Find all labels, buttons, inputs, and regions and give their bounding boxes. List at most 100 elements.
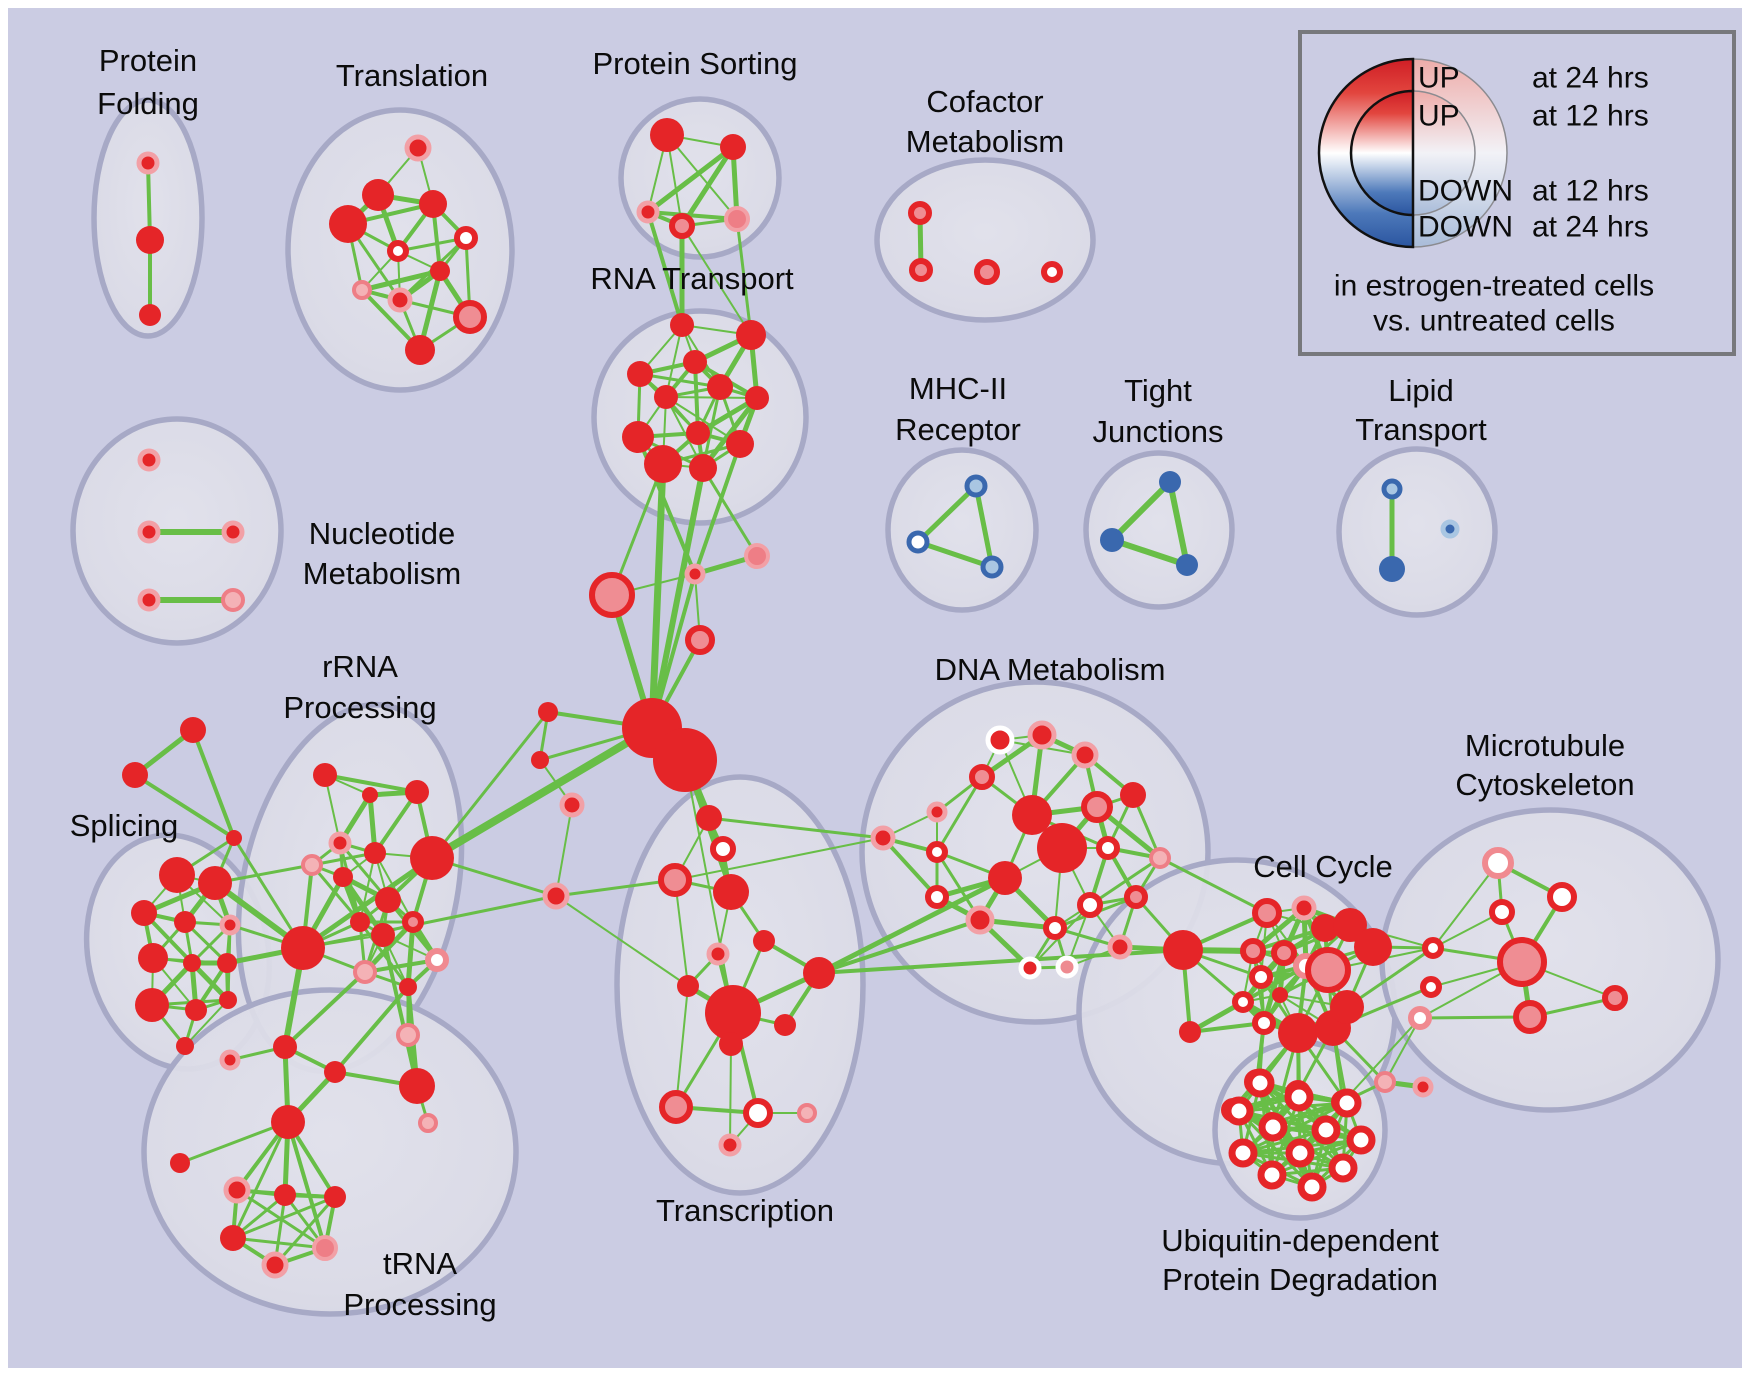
node-trna-processing (219, 1049, 241, 1071)
node-dna-metabolism (1107, 934, 1133, 960)
node-cell-cycle (1291, 895, 1317, 921)
cluster-label-tight-junctions: Tight Junctions (1093, 373, 1224, 449)
node-cell-cycle (1252, 1011, 1276, 1035)
edge-rrna-processing (363, 958, 439, 974)
node-hub (684, 563, 706, 585)
edge-link-trna-processing-rrna-processing (381, 933, 419, 1088)
legend-direction-label: DOWN (1418, 211, 1513, 244)
node-hub (559, 792, 585, 818)
edge-link-cell-cycle-microtubule-cytoskeleton (1345, 946, 1435, 1009)
node-nucleotide-metabolism (137, 588, 161, 612)
edge-link-trna-processing-rrna-processing (333, 985, 410, 1074)
node-dna-metabolism (988, 861, 1022, 895)
node-dna-metabolism (1124, 885, 1148, 909)
node-translation (405, 335, 435, 365)
cluster-label-dna-metabolism: DNA Metabolism (935, 652, 1166, 687)
edge-hub (555, 804, 573, 897)
edge-trna-processing (231, 1120, 290, 1240)
node-cell-cycle (1311, 914, 1339, 942)
node-dna-metabolism (1018, 956, 1042, 980)
cluster-ellipse-cofactor-metabolism (874, 157, 1096, 323)
edge-link-protein-sorting-rna-transport (735, 217, 753, 337)
cluster-ellipse-mhc-ii-receptor (885, 447, 1039, 613)
node-translation (454, 226, 478, 250)
node-cell-cycle (1252, 898, 1282, 928)
node-rna-transport (670, 313, 694, 337)
node-trna-processing (223, 1176, 251, 1204)
edge-link-rna-transport-hub (610, 462, 665, 597)
cluster-label-trna-processing: tRNA Processing (343, 1246, 496, 1322)
node-dna-metabolism (926, 841, 948, 863)
edge-link-protein-sorting-rna-transport (646, 210, 684, 327)
node-hub (589, 572, 635, 618)
node-protein-folding (136, 151, 160, 175)
edge-cell-cycle (1188, 1021, 1266, 1034)
node-cell-cycle (1305, 947, 1351, 993)
node-ubiquitin-degradation (1328, 1153, 1358, 1183)
node-dna-metabolism (1043, 916, 1067, 940)
node-dna-metabolism (925, 885, 949, 909)
node-transcription (710, 836, 736, 862)
node-microtubule-cytoskeleton (1422, 937, 1444, 959)
edge-protein-sorting (645, 144, 736, 215)
node-dna-metabolism (1096, 836, 1120, 860)
edge-tight-junctions (1109, 479, 1173, 543)
node-rrna-processing (410, 836, 454, 880)
edge-protein-sorting (646, 210, 739, 221)
node-rna-transport (689, 454, 717, 482)
edge-ubiquitin-degradation (1310, 1101, 1349, 1189)
node-dna-metabolism (926, 801, 948, 823)
node-trna-processing (261, 1251, 289, 1279)
edge-link-hub-transcription (554, 878, 677, 898)
edge-trna-processing (273, 1195, 337, 1267)
node-cofactor-metabolism (908, 201, 932, 225)
node-rna-transport (686, 421, 710, 445)
edge-link-trna-processing-rrna-processing (283, 970, 367, 1049)
node-translation (362, 179, 394, 211)
node-tight-junctions (1100, 528, 1124, 552)
node-transcription (658, 863, 692, 897)
node-dna-metabolism (1027, 720, 1057, 750)
edge-link-rna-transport-hub (648, 460, 667, 732)
node-rrna-processing (328, 831, 352, 855)
node-transcription (743, 1098, 773, 1128)
node-mhc-ii-receptor (980, 555, 1004, 579)
node-transcription (803, 957, 835, 989)
cluster-label-rrna-processing: rRNA Processing (283, 649, 436, 725)
cluster-label-rna-transport: RNA Transport (590, 261, 794, 296)
node-rna-transport (707, 374, 733, 400)
edge-splicing-bridge (191, 728, 236, 840)
edge-splicing-bridge (133, 773, 236, 840)
node-dna-metabolism (1071, 741, 1099, 769)
edge-protein-sorting (666, 134, 738, 220)
node-ubiquitin-degradation (1311, 1115, 1341, 1145)
node-translation (387, 240, 409, 262)
edge-link-hub-rrna-processing (430, 710, 550, 860)
node-hub (531, 751, 549, 769)
node-nucleotide-metabolism (137, 520, 161, 544)
legend-inner-right-half (1412, 90, 1476, 216)
node-cell-cycle (1354, 928, 1392, 966)
node-dna-metabolism (1012, 795, 1052, 835)
legend-layer: UP at 24 hrs UP at 12 hrs DOWN at 12 hrs DOWN a… (1298, 30, 1736, 356)
legend-inner-left-half (1349, 89, 1415, 217)
edge-trna-processing (231, 1195, 337, 1240)
node-protein-sorting (636, 200, 660, 224)
node-transcription (718, 1133, 742, 1157)
node-trna-processing (271, 1105, 305, 1139)
node-ubiquitin-degradation (1224, 1096, 1254, 1126)
node-splicing (185, 999, 207, 1021)
edge-microtubule-cytoskeleton (1432, 862, 1499, 949)
node-translation (453, 300, 487, 334)
node-rna-transport (745, 386, 769, 410)
node-translation (404, 134, 432, 162)
cluster-ellipse-trna-processing (141, 987, 519, 1317)
node-rrna-processing (371, 923, 395, 947)
edge-microtubule-cytoskeleton (1418, 1015, 1532, 1020)
node-translation (352, 280, 372, 300)
node-transcription (713, 874, 749, 910)
cluster-label-ubiquitin-degradation: Ubiquitin-dependent Protein Degradation (1161, 1223, 1439, 1297)
node-ubiquitin-degradation (1297, 1172, 1327, 1202)
